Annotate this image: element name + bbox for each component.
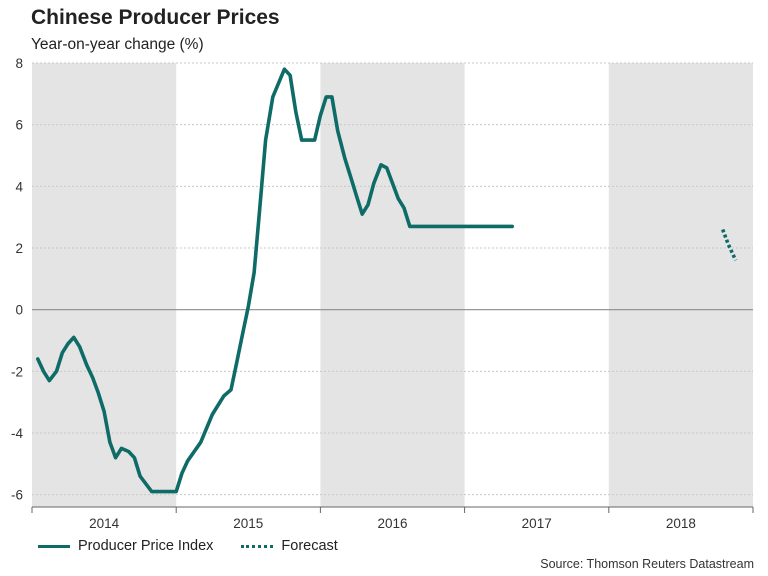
y-tick-label: -2 xyxy=(11,364,23,379)
y-tick-label: -4 xyxy=(11,426,23,441)
y-tick-label: 8 xyxy=(15,56,23,71)
legend-swatch-solid xyxy=(38,544,70,548)
chart-subtitle: Year-on-year change (%) xyxy=(31,36,204,53)
chart-title: Chinese Producer Prices xyxy=(31,6,280,29)
x-tick-label: 2015 xyxy=(233,516,263,531)
legend-item-ppi: Producer Price Index xyxy=(38,538,213,554)
y-tick-label: 6 xyxy=(15,118,23,133)
x-tick-label: 2017 xyxy=(522,516,552,531)
year-band-2014 xyxy=(32,63,177,507)
source-note: Source: Thomson Reuters Datastream xyxy=(540,557,754,571)
y-tick-label: 2 xyxy=(15,241,23,256)
x-tick-label: 2014 xyxy=(89,516,120,531)
legend-item-forecast: Forecast xyxy=(241,538,338,554)
year-band-2018 xyxy=(608,63,753,507)
series-line-forecast xyxy=(721,228,738,262)
x-tick-label: 2016 xyxy=(377,516,407,531)
year-band-2016 xyxy=(320,63,465,507)
y-tick-label: 4 xyxy=(15,179,23,194)
x-tick-label: 2018 xyxy=(666,516,696,531)
series-line-ppi xyxy=(35,67,515,494)
legend: Producer Price Index Forecast xyxy=(38,538,366,554)
y-tick-label: -6 xyxy=(11,488,23,503)
legend-label-ppi: Producer Price Index xyxy=(78,538,214,554)
legend-swatch-dotted xyxy=(241,544,274,548)
y-tick-label: 0 xyxy=(15,303,23,318)
legend-label-forecast: Forecast xyxy=(281,538,338,554)
